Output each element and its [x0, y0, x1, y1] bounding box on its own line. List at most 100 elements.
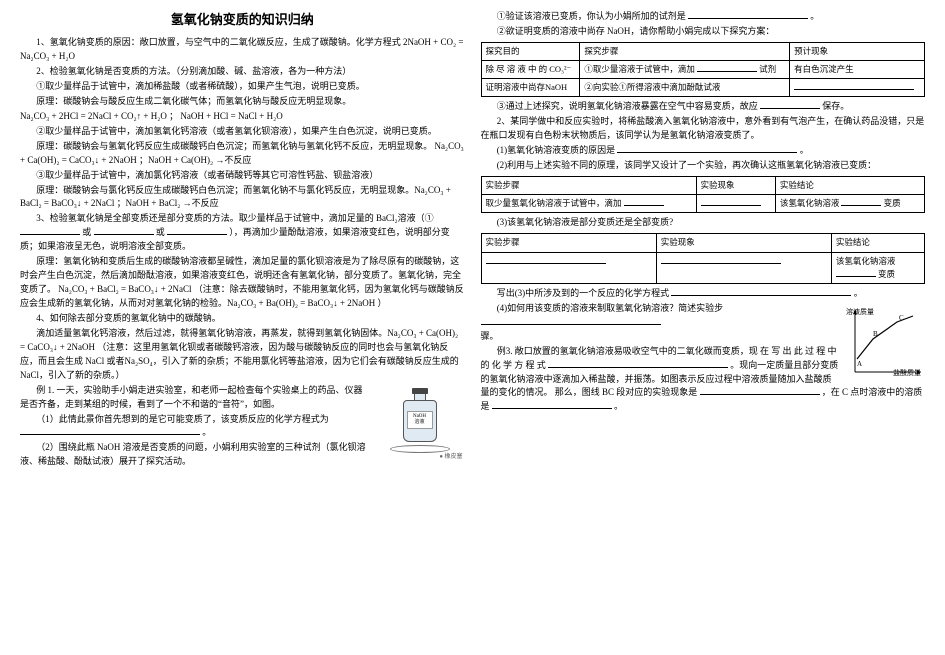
table-header: 实验结论: [775, 177, 924, 195]
fill-blank[interactable]: [20, 427, 200, 435]
table-row: 该氢氧化钠溶液 变质: [481, 252, 925, 283]
para: ②欲证明变质的溶液中尚存 NaOH，请你帮助小娟完成以下探究方案：: [481, 25, 926, 39]
bottle-label: NaOH溶液: [407, 411, 433, 429]
table-row: 探究目的 探究步骤 预计现象: [481, 42, 925, 60]
bottle-neck: [414, 394, 426, 400]
table-header: 实验现象: [656, 234, 831, 252]
table-row: 取少量氢氧化钠溶液于试管中，滴加 该氢氧化钠溶液 变质: [481, 195, 925, 213]
para: 4、如何除去部分变质的氢氧化钠中的碳酸钠。: [20, 312, 465, 326]
fill-blank[interactable]: [700, 387, 820, 395]
para: 原理：碳酸钠会与酸反应生成二氧化碳气体；而氢氧化钠与酸反应无明显现象。: [20, 95, 465, 109]
table-cell: 该氢氧化钠溶液 变质: [831, 252, 924, 283]
para: (2)利用与上述实验不同的原理，该同学又设计了一个实验，再次确认这瓶氢氧化钠溶液…: [481, 159, 926, 173]
text: ①验证该溶液已变质，你认为小娟所加的试剂是: [497, 11, 686, 21]
petri-dish-icon: [390, 445, 450, 453]
fill-blank[interactable]: [697, 64, 757, 72]
para: ③通过上述探究，说明氢氧化钠溶液暴露在空气中容易变质，故应 保存。: [481, 100, 926, 114]
text: 保存。: [822, 101, 849, 111]
graph-ylabel: 溶液质量: [846, 307, 874, 316]
text: 骤。: [481, 331, 499, 341]
para: 写出(3)中所涉及到的一个反应的化学方程式 。: [481, 287, 926, 301]
para: (1)氢氧化钠溶液变质的原因是 。: [481, 144, 926, 158]
fill-blank[interactable]: [794, 83, 914, 91]
text: 。: [202, 427, 211, 437]
table-header: 实验现象: [696, 177, 775, 195]
table-cell: 除 尽 溶 液 中 的 CO₃²⁻: [481, 61, 580, 79]
text: 试剂: [759, 64, 776, 74]
graph-point-c: C: [899, 314, 904, 322]
text: 取少量氢氧化钠溶液于试管中，滴加: [486, 198, 622, 208]
para: 2、某同学做中和反应实验时，将稀盐酸滴入氢氧化钠溶液中，意外看到有气泡产生，在确…: [481, 115, 926, 143]
table-cell: ①取少量溶液于试管中，滴加 试剂: [580, 61, 790, 79]
para: ③取少量样品于试管中，滴加氯化钙溶液（或者硝酸钙等其它可溶性钙盐、钡盐溶液）: [20, 169, 465, 183]
fill-blank[interactable]: [701, 199, 761, 207]
text: （1）此情此景你首先想到的是它可能变质了，该变质反应的化学方程式为: [36, 414, 329, 424]
inquiry-table-2: 实验步骤 实验现象 实验结论 取少量氢氧化钠溶液于试管中，滴加 该氢氧化钠溶液 …: [481, 176, 926, 213]
fill-blank[interactable]: [836, 269, 876, 277]
table-header: 实验结论: [831, 234, 924, 252]
table-header: 探究目的: [481, 42, 580, 60]
table-cell: 取少量氢氧化钠溶液于试管中，滴加: [481, 195, 696, 213]
para: ②取少量样品于试管中，滴加氢氧化钙溶液（或者氢氧化钡溶液），如果产生白色沉淀，说…: [20, 125, 465, 139]
fill-blank[interactable]: [671, 288, 851, 296]
text: 3、检验氢氧化钠是全部变质还是部分变质的方法。取少量样品于试管中，滴加足量的 B…: [36, 213, 433, 223]
fill-blank[interactable]: [20, 227, 80, 235]
fill-blank[interactable]: [492, 401, 612, 409]
text: 该氢氧化钠溶液: [836, 256, 896, 266]
fill-blank[interactable]: [617, 145, 797, 153]
table-header: 实验步骤: [481, 234, 656, 252]
para: 滴加适量氢氧化钙溶液，然后过滤，就得氢氧化钠溶液，再蒸发，就得到氢氧化钠固体。N…: [20, 327, 465, 383]
fill-blank[interactable]: [661, 256, 781, 264]
para: 原理：碳酸钠会与氢氧化钙反应生成碳酸钙白色沉淀；而氢氧化钠与氢氧化钙不反应，无明…: [20, 140, 465, 168]
text: 。: [800, 145, 809, 155]
fill-blank[interactable]: [481, 317, 661, 325]
table-cell: [656, 252, 831, 283]
graph-point-b: B: [873, 330, 878, 338]
text: 。: [854, 288, 863, 298]
fill-blank[interactable]: [760, 101, 820, 109]
text: (1)氢氧化钠溶液变质的原因是: [497, 145, 616, 155]
bottle-body: NaOH溶液: [403, 400, 437, 442]
fill-blank[interactable]: [548, 359, 728, 367]
fill-blank[interactable]: [486, 256, 606, 264]
table-row: 实验步骤 实验现象 实验结论: [481, 234, 925, 252]
inquiry-table-3: 实验步骤 实验现象 实验结论 该氢氧化钠溶液 变质: [481, 233, 926, 284]
graph-point-a: A: [857, 360, 862, 368]
para: ①取少量样品于试管中，滴加稀盐酸（或者稀硫酸），如果产生气泡，说明已变质。: [20, 80, 465, 94]
table-header: 预计现象: [790, 42, 925, 60]
table-row: 实验步骤 实验现象 实验结论: [481, 177, 925, 195]
fill-blank[interactable]: [94, 227, 154, 235]
doc-title: 氢氧化钠变质的知识归纳: [20, 10, 465, 30]
para: 1、氢氧化钠变质的原因：敞口放置，与空气中的二氧化碳反应，生成了碳酸钠。化学方程…: [20, 36, 465, 64]
text: 或: [156, 227, 165, 237]
formula-line: Na₂CO₃ + 2HCl = 2NaCl + CO₂↑ + H₂O ； NaO…: [20, 110, 465, 124]
text: 写出(3)中所涉及到的一个反应的化学方程式: [497, 288, 670, 298]
inquiry-table-1: 探究目的 探究步骤 预计现象 除 尽 溶 液 中 的 CO₃²⁻ ①取少量溶液于…: [481, 42, 926, 98]
text: 。: [810, 11, 819, 21]
text: ①取少量溶液于试管中，滴加: [584, 64, 695, 74]
text: 变质: [884, 198, 901, 208]
fill-blank[interactable]: [688, 11, 808, 19]
reagent-bottle-figure: NaOH溶液 ● 橡皮塞: [375, 388, 465, 462]
text: (4)如何用该变质的溶液来制取氢氧化钠溶液？简述实验步: [497, 303, 724, 313]
para: 原理：碳酸钠会与氯化钙反应生成碳酸钙白色沉淀；而氢氧化钠不与氯化钙反应，无明显现…: [20, 184, 465, 212]
graph-xlabel: 盐酸质量: [893, 368, 921, 376]
fill-blank[interactable]: [841, 199, 881, 207]
table-cell: 该氢氧化钠溶液 变质: [775, 195, 924, 213]
text: 。: [614, 401, 623, 411]
table-row: 除 尽 溶 液 中 的 CO₃²⁻ ①取少量溶液于试管中，滴加 试剂 有白色沉淀…: [481, 61, 925, 79]
text: 该氢氧化钠溶液: [780, 198, 840, 208]
text: 或: [82, 227, 91, 237]
right-column: ①验证该溶液已变质，你认为小娟所加的试剂是 。 ②欲证明变质的溶液中尚存 NaO…: [473, 10, 934, 645]
table-cell: ②向实验①所得溶液中滴加酚酞试液: [580, 79, 790, 97]
table-cell: 有白色沉淀产生: [790, 61, 925, 79]
text: ③通过上述探究，说明氢氧化钠溶液暴露在空气中容易变质，故应: [497, 101, 758, 111]
table-header: 实验步骤: [481, 177, 696, 195]
table-row: 证明溶液中尚存NaOH ②向实验①所得溶液中滴加酚酞试液: [481, 79, 925, 97]
fill-blank[interactable]: [624, 199, 664, 207]
dish-label: ● 橡皮塞: [375, 453, 465, 462]
para: (3)该氢氧化钠溶液是部分变质还是全部变质?: [481, 216, 926, 230]
table-header: 探究步骤: [580, 42, 790, 60]
table-cell: 证明溶液中尚存NaOH: [481, 79, 580, 97]
fill-blank[interactable]: [167, 227, 227, 235]
